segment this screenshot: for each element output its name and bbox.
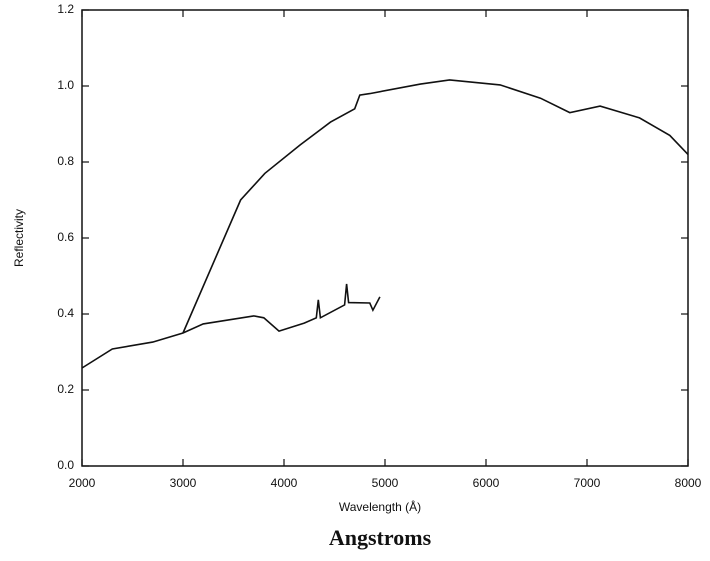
x-axis-label: Wavelength (Å) [339, 499, 421, 514]
y-tick-label: 0.6 [57, 230, 74, 244]
x-tick-label: 4000 [271, 476, 298, 490]
y-tick-label: 0.8 [57, 154, 74, 168]
data-line [81, 283, 381, 369]
y-tick-label: 1.0 [57, 78, 74, 92]
y-tick-label: 1.2 [57, 2, 74, 16]
x-tick-label: 8000 [675, 476, 702, 490]
data-line [182, 79, 689, 334]
x-tick-label: 3000 [170, 476, 197, 490]
plot-frame [81, 9, 689, 467]
x-tick-label: 6000 [473, 476, 500, 490]
x-tick-label: 7000 [574, 476, 601, 490]
x-tick-label: 5000 [372, 476, 399, 490]
y-tick-label: 0.0 [57, 458, 74, 472]
y-tick-label: 0.2 [57, 382, 74, 396]
x-tick-label: 2000 [69, 476, 96, 490]
caption: Angstroms [329, 525, 432, 550]
y-tick-label: 0.4 [57, 306, 74, 320]
y-axis-label: Reflectivity [12, 209, 26, 267]
